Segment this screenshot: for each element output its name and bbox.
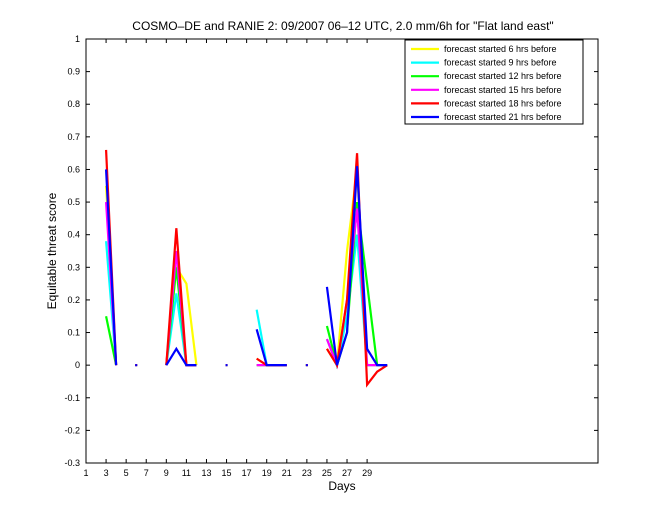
y-tick-label: -0.1 xyxy=(64,393,80,403)
legend-label-4: forecast started 18 hrs before xyxy=(444,98,562,108)
y-tick-label: 0.9 xyxy=(67,67,80,77)
x-tick-label: 19 xyxy=(262,468,272,478)
y-tick-label: -0.3 xyxy=(64,458,80,468)
x-tick-label: 13 xyxy=(201,468,211,478)
axis-ticks: 1 3 5 7 9 11 13 15 17 19 21 23 25 27 29-0.3-0.2-0.100.… xyxy=(64,34,598,478)
legend-label-5: forecast started 21 hrs before xyxy=(444,112,562,122)
x-tick-label: 11 xyxy=(182,468,191,478)
legend-label-3: forecast started 15 hrs before xyxy=(444,85,562,95)
x-axis-title: Days xyxy=(328,479,355,493)
x-tick-label: 29 xyxy=(362,468,372,478)
y-tick-label: 0 xyxy=(75,360,80,370)
y-tick-label: 0.3 xyxy=(67,262,80,272)
y-tick-label: 0.8 xyxy=(67,99,80,109)
legend-box xyxy=(404,39,584,125)
legend: forecast started 6 hrs before forecast st… xyxy=(404,39,584,125)
y-tick-label: 1 xyxy=(75,34,80,44)
series-line-5 xyxy=(104,166,388,367)
x-tick-label: 9 xyxy=(164,468,169,478)
series-point-5 xyxy=(305,364,308,367)
x-tick-label: 27 xyxy=(342,468,352,478)
y-axis-title: Equitable threat score xyxy=(45,192,59,309)
x-tick-label: 1 xyxy=(83,468,88,478)
y-tick-label: 0.4 xyxy=(67,230,80,240)
y-tick-label: 0.6 xyxy=(67,164,80,174)
x-tick-label: 15 xyxy=(222,468,232,478)
x-tick-label: 23 xyxy=(302,468,312,478)
x-tick-label: 17 xyxy=(242,468,252,478)
x-tick-label: 21 xyxy=(282,468,292,478)
series-group xyxy=(104,149,388,388)
series-point-5 xyxy=(135,364,138,367)
x-tick-label: 25 xyxy=(322,468,332,478)
series-point-5 xyxy=(225,364,228,367)
legend-label-0: forecast started 6 hrs before xyxy=(444,44,557,54)
legend-label-2: forecast started 12 hrs before xyxy=(444,71,562,81)
x-tick-label: 5 xyxy=(124,468,129,478)
x-tick-label: 3 xyxy=(104,468,109,478)
legend-label-1: forecast started 9 hrs before xyxy=(444,58,557,68)
chart-title: COSMO–DE and RANIE 2: 09/2007 06–12 UTC,… xyxy=(132,19,553,33)
y-tick-label: 0.1 xyxy=(67,328,80,338)
y-tick-label: 0.5 xyxy=(67,197,80,207)
series-line-1 xyxy=(104,234,388,370)
y-tick-label: 0.7 xyxy=(67,132,80,142)
y-tick-label: -0.2 xyxy=(64,425,80,435)
x-tick-label: 7 xyxy=(144,468,149,478)
y-tick-label: 0.2 xyxy=(67,295,80,305)
